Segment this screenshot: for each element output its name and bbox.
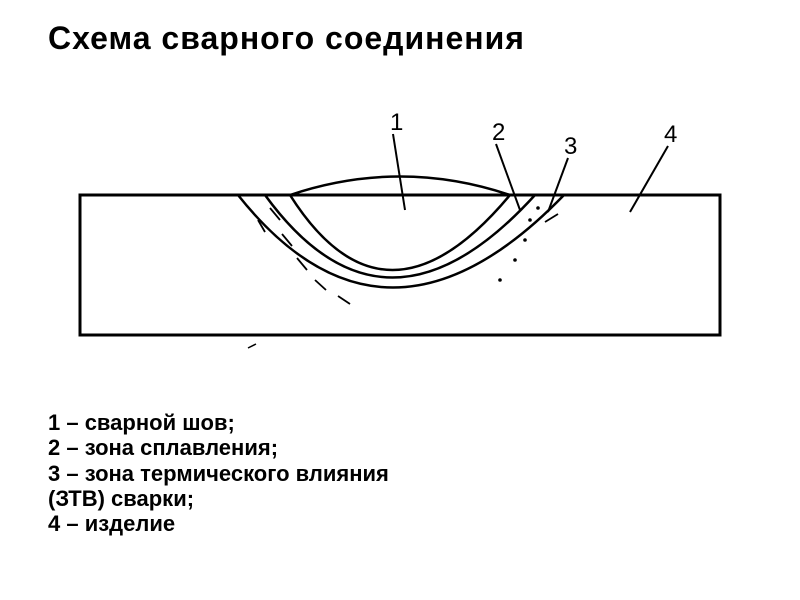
page: Схема сварного соединения 1 2 3 4 1 – сварн… (0, 0, 800, 600)
leader-line-4 (630, 146, 668, 212)
workpiece-rect (80, 195, 720, 335)
legend-line-4: (ЗТВ) сварки; (48, 486, 389, 511)
callout-label-2: 2 (492, 119, 505, 146)
legend-line-5: 4 – изделие (48, 511, 389, 536)
legend-line-3: 3 – зона термического влияния (48, 461, 389, 486)
legend: 1 – сварной шов;2 – зона сплавления;3 – … (48, 410, 389, 536)
zone-boundary-1 (290, 195, 510, 270)
diagram-container: 1 2 3 4 (60, 100, 740, 380)
bottom-tick (248, 344, 256, 348)
leader-line-3 (548, 158, 568, 212)
texture-dash (338, 296, 350, 304)
texture-dash (545, 214, 558, 222)
page-title: Схема сварного соединения (48, 20, 525, 57)
stipple-dot (523, 238, 527, 242)
legend-line-1: 1 – сварной шов; (48, 410, 389, 435)
zone-boundary-2 (265, 195, 535, 278)
leader-line-1 (393, 134, 405, 210)
leader-line-2 (496, 144, 520, 210)
stipple-dots (498, 206, 540, 282)
stipple-dot (536, 206, 540, 210)
callout-label-4: 4 (664, 121, 677, 148)
texture-dash (315, 280, 326, 290)
stipple-dot (498, 278, 502, 282)
stipple-dot (513, 258, 517, 262)
texture-dashes (258, 208, 558, 304)
callout-label-3: 3 (564, 133, 577, 160)
legend-line-2: 2 – зона сплавления; (48, 435, 389, 460)
stipple-dot (528, 218, 532, 222)
weld-diagram-svg: 1 2 3 4 (60, 100, 740, 380)
callout-label-1: 1 (390, 109, 403, 136)
